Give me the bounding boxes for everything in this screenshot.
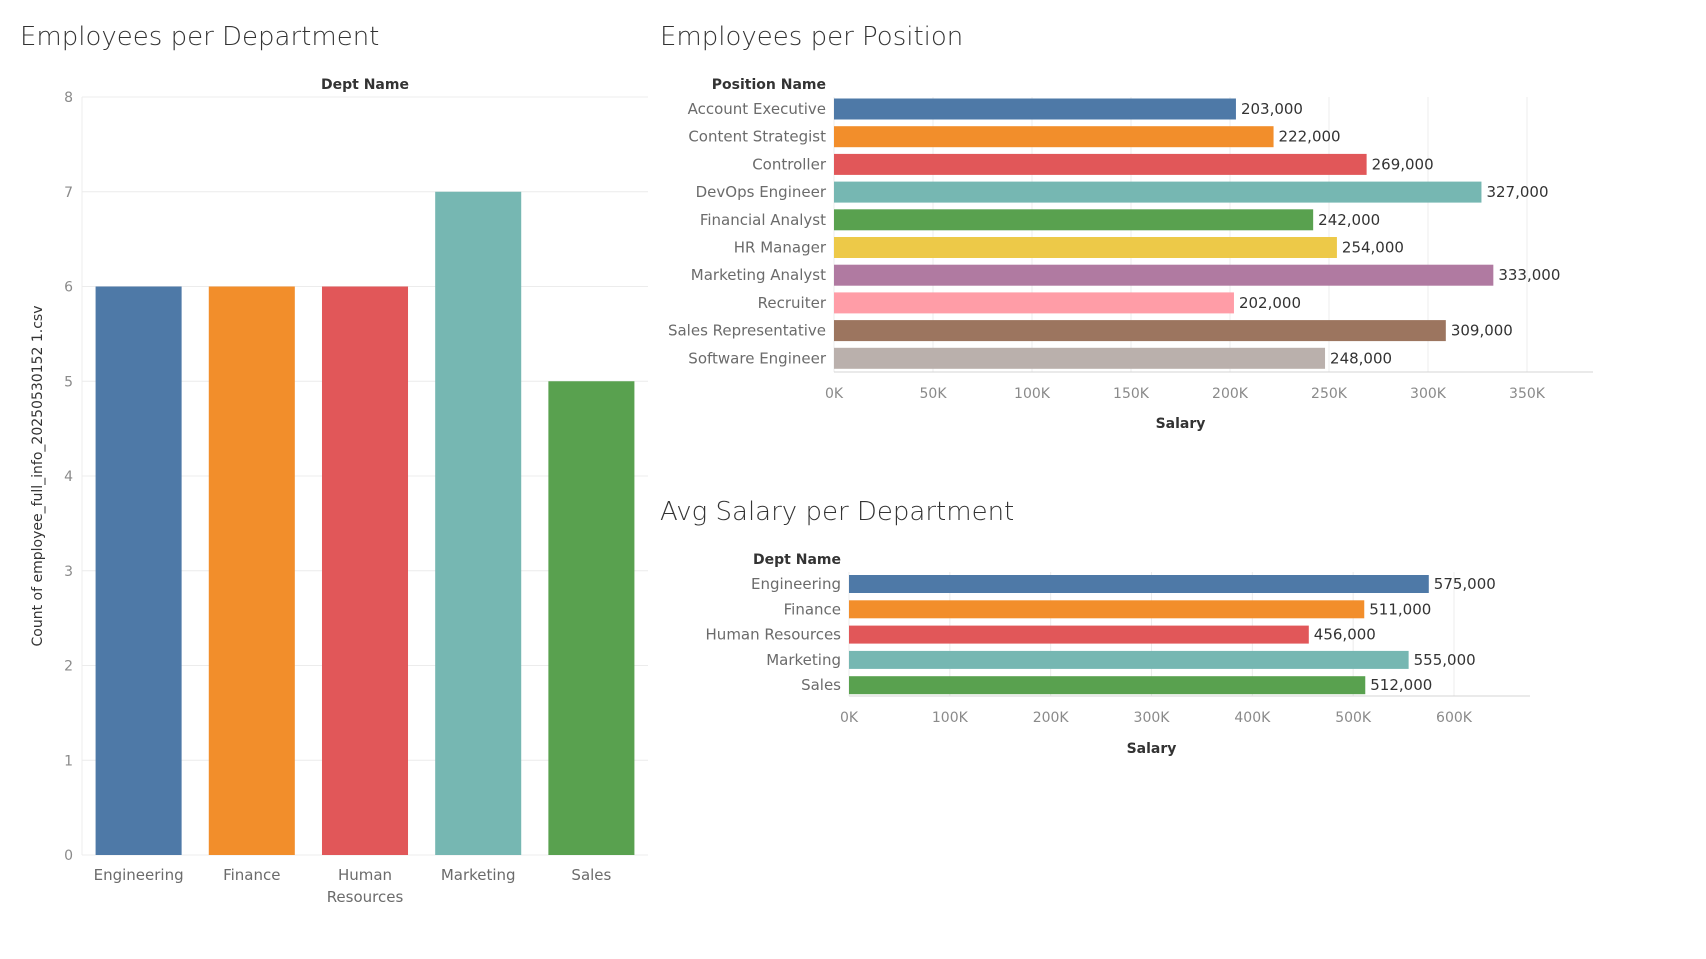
x-category-label: Sales [571, 866, 611, 884]
position-salary-chart-title: Employees per Position [660, 22, 964, 52]
category-label-line: Engineering [94, 866, 184, 884]
x-tick-label: 300K [1134, 710, 1171, 726]
dept-avg-salary-chart: 0K 100K 200K 300K 400K 500K 600K Dept Name Salar… [706, 552, 1530, 757]
row-category-label: Engineering [751, 575, 841, 593]
x-axis-title: Salary [1156, 416, 1206, 432]
bar [834, 237, 1337, 258]
bar [849, 600, 1365, 619]
category-label-line: Human [338, 866, 392, 884]
category-label-line: Marketing [441, 866, 516, 884]
bar-value-label: 254,000 [1342, 239, 1404, 257]
x-tick-label: 250K [1311, 386, 1348, 402]
x-category-label: Marketing [441, 866, 516, 884]
x-tick-label: 100K [1014, 386, 1051, 402]
bar-value-label: 202,000 [1239, 294, 1301, 312]
bar [834, 98, 1236, 120]
x-tick-label: 0K [840, 710, 859, 726]
bar [849, 575, 1429, 593]
bar [834, 320, 1446, 342]
category-label-line: Sales [571, 866, 611, 884]
x-category-label: Human Resources [327, 866, 404, 906]
row-category-label: Content Strategist [688, 128, 826, 146]
bar [95, 286, 182, 855]
y-tick-label: 2 [64, 659, 73, 675]
bar-value-label: 309,000 [1451, 322, 1513, 340]
row-category-label: Sales [801, 676, 841, 694]
x-tick-label: 350K [1509, 386, 1546, 402]
bar-value-label: 333,000 [1498, 266, 1560, 284]
bar-value-label: 222,000 [1279, 128, 1341, 146]
dept-avg-salary-chart-title: Avg Salary per Department [660, 497, 1015, 527]
bar [834, 209, 1314, 231]
row-category-label: DevOps Engineer [696, 183, 827, 201]
x-tick-label: 300K [1410, 386, 1447, 402]
row-category-label: Human Resources [706, 626, 842, 644]
y-tick-label: 6 [64, 280, 73, 296]
bar [849, 676, 1366, 695]
bar [208, 286, 295, 855]
y-tick-label: 7 [64, 185, 73, 201]
category-label-line: Finance [223, 866, 280, 884]
x-tick-label: 200K [1212, 386, 1249, 402]
row-category-label: Account Executive [688, 100, 826, 118]
dept-count-chart: 0 1 2 3 4 5 6 7 8 Dept Name Count of employee_full… [30, 77, 648, 906]
row-category-label: Controller [752, 155, 827, 173]
y-tick-label: 5 [64, 374, 73, 390]
bar [834, 181, 1482, 203]
row-category-label: Marketing Analyst [691, 266, 826, 284]
bar [849, 650, 1409, 669]
x-category-label: Finance [223, 866, 280, 884]
row-header-label: Dept Name [753, 552, 841, 568]
bar [435, 191, 522, 855]
row-category-label: Finance [784, 600, 841, 618]
bar [849, 625, 1309, 644]
bar-value-label: 555,000 [1414, 651, 1476, 669]
y-tick-label: 8 [64, 90, 73, 106]
bar-value-label: 203,000 [1241, 100, 1303, 118]
bar-value-label: 575,000 [1434, 575, 1496, 593]
x-tick-label: 600K [1436, 710, 1473, 726]
bar-value-label: 456,000 [1314, 626, 1376, 644]
position-salary-chart: 0K 50K 100K 150K 200K 250K 300K 350K Position Na… [668, 77, 1593, 432]
bar [834, 292, 1234, 314]
y-tick-label: 1 [64, 753, 73, 769]
x-tick-label: 50K [920, 386, 948, 402]
dept-header-label: Dept Name [321, 77, 409, 93]
y-tick-label: 0 [64, 848, 73, 864]
category-label-line: Resources [327, 888, 404, 906]
bar [548, 381, 635, 855]
row-category-label: HR Manager [734, 239, 827, 257]
row-category-label: Sales Representative [668, 322, 826, 340]
bar-value-label: 511,000 [1369, 600, 1431, 618]
x-axis-title: Salary [1127, 741, 1177, 757]
row-category-label: Marketing [766, 651, 841, 669]
x-tick-label: 150K [1113, 386, 1150, 402]
x-tick-label: 200K [1033, 710, 1070, 726]
y-tick-label: 4 [64, 469, 73, 485]
row-category-label: Software Engineer [688, 349, 827, 367]
bar-value-label: 242,000 [1318, 211, 1380, 229]
bar-value-label: 327,000 [1486, 183, 1548, 201]
row-category-label: Recruiter [758, 294, 827, 312]
x-tick-label: 100K [932, 710, 969, 726]
dept-count-chart-title: Employees per Department [20, 22, 380, 52]
bar [321, 286, 409, 855]
row-header-label: Position Name [712, 77, 826, 93]
x-category-label: Engineering [94, 866, 184, 884]
y-axis-title: Count of employee_full_info_20250530152 … [30, 306, 46, 647]
bar [834, 153, 1367, 175]
x-tick-label: 0K [825, 386, 844, 402]
y-tick-label: 3 [64, 564, 73, 580]
bar [834, 126, 1274, 148]
bar-value-label: 248,000 [1330, 349, 1392, 367]
x-tick-label: 500K [1335, 710, 1372, 726]
row-category-label: Financial Analyst [700, 211, 826, 229]
bar [834, 347, 1326, 369]
bar [834, 264, 1494, 286]
x-tick-label: 400K [1234, 710, 1271, 726]
bar-value-label: 269,000 [1372, 155, 1434, 173]
bar-value-label: 512,000 [1370, 676, 1432, 694]
